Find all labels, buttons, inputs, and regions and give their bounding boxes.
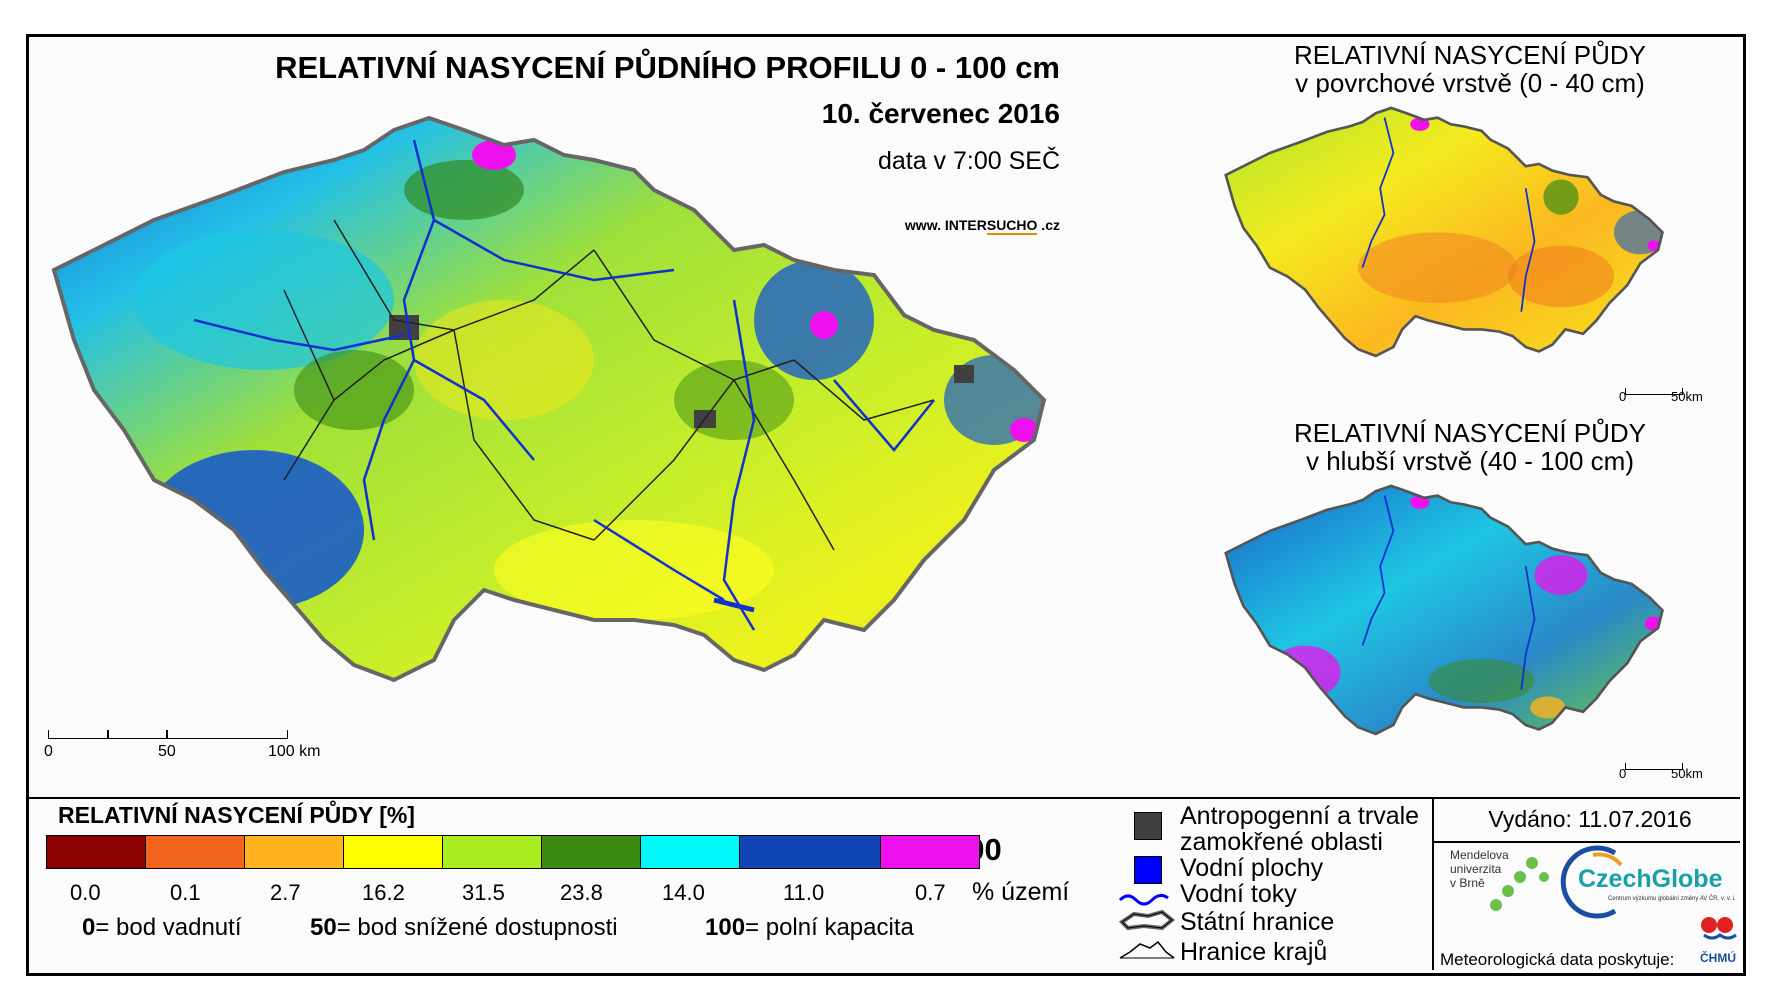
- footnote-100: 100= polní kapacita: [705, 914, 914, 941]
- state-border-icon: [1118, 909, 1176, 931]
- class-pct-5: 23.8: [560, 880, 603, 905]
- website-suffix: .cz: [1037, 217, 1060, 233]
- inset-top-scale-0: 0: [1619, 389, 1627, 404]
- meteo-data-credit: Meteorologická data poskytuje:: [1440, 950, 1675, 969]
- map-time: data v 7:00 SEČ: [877, 147, 1060, 175]
- legend-anthropogenic-1: Antropogenní a trvale: [1180, 802, 1420, 830]
- map-title: RELATIVNÍ NASYCENÍ PŮDNÍHO PROFILU 0 - 1…: [275, 50, 1060, 85]
- gray-square-icon: [1134, 812, 1162, 840]
- inset-bottom-title-2: v hlubší vrstvě (40 - 100 cm): [1306, 446, 1634, 476]
- inset-top-title-2: v povrchové vrstvě (0 - 40 cm): [1295, 68, 1645, 98]
- legend-title: RELATIVNÍ NASYCENÍ PŮDY [%]: [58, 802, 415, 828]
- footnote-0: 0= bod vadnutí: [82, 914, 242, 941]
- czechglobe-logo: [1560, 845, 1623, 919]
- class-swatch-0: [46, 835, 146, 869]
- class-swatch-7: [739, 835, 881, 869]
- inset-top-title-1: RELATIVNÍ NASYCENÍ PŮDY: [1293, 40, 1647, 70]
- class-pct-1: 0.1: [170, 880, 201, 905]
- issued-date: Vydáno: 11.07.2016: [1488, 806, 1692, 832]
- class-swatch-8: [880, 835, 980, 869]
- chmu-label: ČHMÚ: [1700, 951, 1736, 965]
- inset-bottom-scale-50: 50km: [1671, 766, 1703, 781]
- main-scale-bar: [48, 730, 288, 739]
- class-pct-7: 11.0: [783, 880, 825, 905]
- inset-top-scale-bar: [1625, 388, 1683, 395]
- class-swatch-2: [244, 835, 344, 869]
- chmu-logo: [1701, 917, 1737, 940]
- class-swatch-3: [343, 835, 443, 869]
- class-pct-6: 14.0: [662, 880, 705, 905]
- mendel-university-logo: [1490, 857, 1549, 911]
- website-link[interactable]: www. INTERSUCHO .cz: [0, 217, 1060, 235]
- inset-bottom-scale-0: 0: [1619, 766, 1627, 781]
- class-pct-8: 0.7: [915, 880, 946, 905]
- main-soil-moisture-map: [51, 115, 1047, 683]
- map-date: 10. červenec 2016: [821, 98, 1060, 129]
- blue-square-icon: [1134, 856, 1162, 884]
- legend-water-bodies: Vodní plochy: [1180, 854, 1324, 882]
- class-swatch-4: [442, 835, 542, 869]
- website-prefix: www. INTER: [904, 217, 987, 233]
- inset-bottom-scale-bar: [1625, 763, 1683, 770]
- website-highlight: SUCHO: [986, 217, 1038, 235]
- region-borders: [283, 219, 935, 551]
- legend-state-border: Státní hranice: [1180, 908, 1335, 936]
- scale-label-0: 0: [44, 743, 53, 760]
- footnote-50: 50= bod snížené dostupnosti: [310, 914, 618, 941]
- surface-layer-inset-map: [1224, 106, 1664, 358]
- legend-rivers: Vodní toky: [1180, 880, 1297, 908]
- river-network: [193, 139, 935, 631]
- inset-top-scale-50: 50km: [1671, 389, 1703, 404]
- class-pct-4: 31.5: [462, 880, 505, 905]
- czechglobe-name: CzechGlobe: [1578, 865, 1723, 893]
- scale-label-100: 100 km: [268, 743, 321, 760]
- czechglobe-subtitle: Centrum výzkumu globální změny AV ČR, v.…: [1608, 896, 1736, 902]
- inset-bottom-title-1: RELATIVNÍ NASYCENÍ PŮDY: [1293, 418, 1647, 448]
- river-line-icon: [1118, 893, 1169, 906]
- class-swatch-5: [541, 835, 641, 869]
- class-swatch-1: [145, 835, 245, 869]
- legend-anthropogenic-2: zamokřené oblasti: [1180, 828, 1383, 856]
- scale-label-50: 50: [158, 743, 176, 760]
- deep-layer-inset-map: [1224, 484, 1664, 736]
- class-pct-3: 16.2: [362, 880, 405, 905]
- mendel-university-text: Mendelova univerzita v Brně: [1450, 848, 1509, 890]
- legend-region-border: Hranice krajů: [1180, 938, 1328, 966]
- region-border-icon: [1119, 940, 1175, 959]
- class-pct-2: 2.7: [270, 880, 301, 905]
- class-swatch-6: [640, 835, 740, 869]
- class-pct-0: 0.0: [70, 880, 101, 905]
- pct-unit-label: % území: [972, 878, 1070, 906]
